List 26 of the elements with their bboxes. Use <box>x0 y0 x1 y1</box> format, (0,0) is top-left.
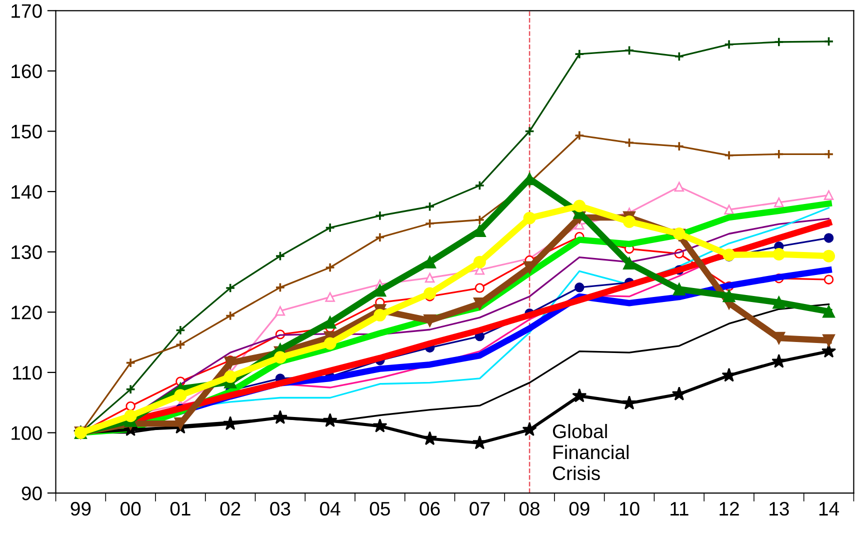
x-tick-label: 07 <box>470 502 490 516</box>
y-tick-label: 170 <box>12 4 42 18</box>
x-tick-label: 08 <box>519 502 540 516</box>
y-tick-label: 160 <box>12 64 42 78</box>
x-tick-label: 10 <box>620 502 640 516</box>
y-tick-label: 100 <box>12 426 42 440</box>
x-tick-label: 03 <box>270 502 290 516</box>
y-tick-label: 120 <box>12 306 42 320</box>
x-tick-label: 01 <box>170 502 190 516</box>
x-tick-label: 00 <box>120 502 141 516</box>
x-tick-label: 09 <box>569 502 590 516</box>
x-tick-label: 12 <box>720 502 739 516</box>
y-tick-label: 90 <box>22 486 42 500</box>
x-tick-label: 02 <box>220 502 240 516</box>
x-tick-label: 04 <box>320 502 340 516</box>
x-tick-label: 11 <box>670 502 688 516</box>
y-tick-label: 110 <box>13 366 42 380</box>
y-tick-label: 150 <box>12 124 42 138</box>
x-tick-label: 14 <box>819 502 840 516</box>
y-tick-label: 140 <box>12 185 42 199</box>
y-tick-label: 130 <box>12 245 42 260</box>
x-tick-label: 99 <box>70 502 91 516</box>
x-tick-label: 06 <box>420 502 440 516</box>
ref-line-label: Global Financial Crisis <box>552 424 629 480</box>
x-tick-label: 13 <box>770 502 789 516</box>
x-tick-label: 05 <box>370 502 390 516</box>
